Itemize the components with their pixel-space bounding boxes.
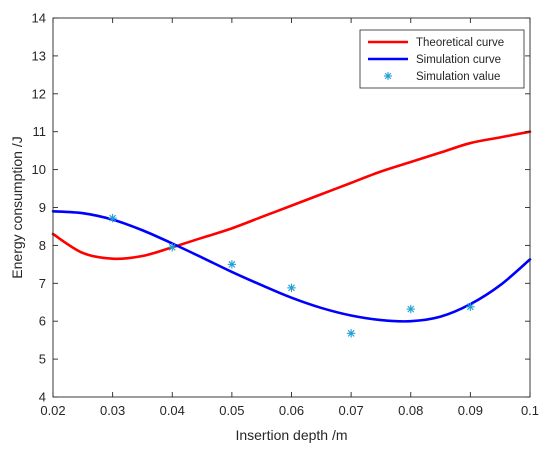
- legend: Theoretical curve Simulation curve Simulat…: [359, 29, 525, 89]
- x-tick-label: 0.09: [458, 403, 483, 418]
- data-point-2-4: [346, 329, 356, 338]
- y-tick-label: 4: [39, 390, 46, 405]
- y-tick-label: 6: [39, 314, 46, 329]
- legend-label-0: Theoretical curve: [416, 37, 504, 49]
- y-tick-label: 13: [32, 48, 46, 63]
- y-tick-label: 10: [32, 162, 46, 177]
- y-tick-label: 14: [32, 11, 46, 26]
- data-point-2-2-stroke-d2: [228, 260, 236, 268]
- y-axis-label: Energy consumption /J: [9, 136, 25, 278]
- y-tick-label: 11: [33, 124, 47, 139]
- axes: 0.02 0.03 0.04 0.05 0.06 0.07 0.08 0.09 0.1 4 5 6 7 8…: [32, 11, 540, 419]
- series-line-1: [51, 209, 532, 323]
- data-point-2-3-stroke-d2: [288, 284, 295, 292]
- x-tick-label: 0.02: [40, 403, 65, 418]
- data-point-2-1: [168, 243, 177, 252]
- legend-swatch-2: [384, 72, 392, 80]
- data-point-2-4-stroke-d2: [347, 329, 355, 337]
- legend-swatch-2-stroke-d2: [384, 72, 392, 80]
- y-tick-label: 5: [39, 352, 46, 367]
- legend-label-1: Simulation curve: [416, 54, 501, 66]
- y-tick-label: 8: [39, 238, 46, 253]
- x-tick-label: 0.03: [100, 403, 125, 418]
- y-tick-label: 7: [39, 276, 46, 291]
- y-tick-label: 12: [32, 86, 46, 101]
- data-point-2-5-stroke-d2: [407, 305, 415, 313]
- x-tick-label: 0.06: [279, 403, 304, 418]
- x-tick-label: 0.1: [521, 403, 539, 418]
- legend-label-2: Simulation value: [416, 71, 500, 83]
- x-tick-label: 0.08: [398, 403, 423, 418]
- x-tick-label: 0.07: [338, 403, 363, 418]
- data-point-2-6-stroke-d2: [466, 303, 474, 311]
- data-point-2-5: [406, 304, 415, 314]
- x-tick-label: 0.04: [160, 403, 185, 418]
- x-axis-label: Insertion depth /m: [235, 427, 347, 443]
- data-point-2-3: [287, 283, 296, 293]
- x-tick-label: 0.05: [219, 403, 244, 418]
- series-line-0: [51, 130, 532, 261]
- data-point-2-1-stroke-d2: [168, 243, 176, 251]
- data-point-2-6: [466, 302, 475, 311]
- data-point-2-0: [108, 213, 117, 223]
- y-tick-label: 9: [39, 200, 46, 215]
- data-point-2-0-stroke-d2: [109, 214, 117, 222]
- data-point-2-2: [227, 260, 237, 269]
